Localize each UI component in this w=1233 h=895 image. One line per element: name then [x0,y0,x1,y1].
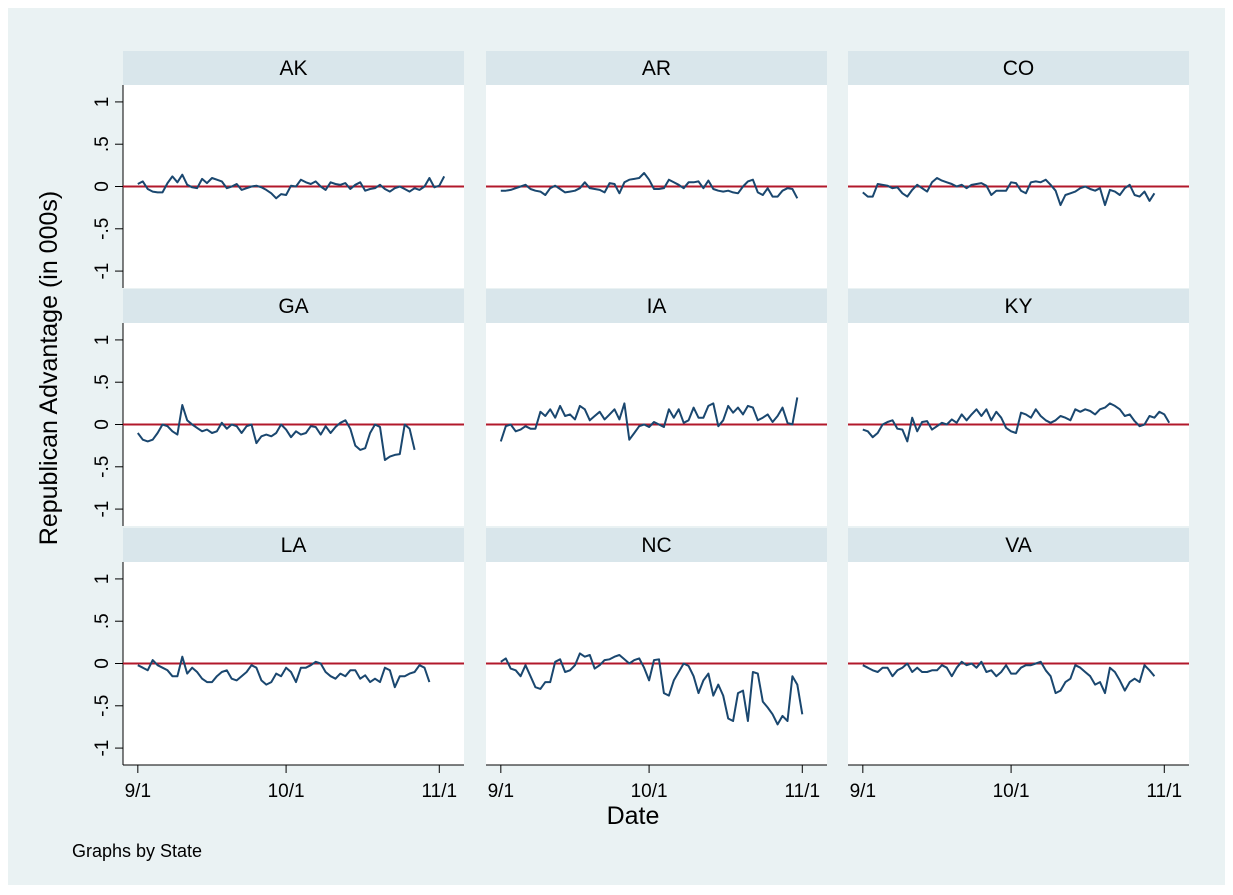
x-tick-label: 11/1 [785,781,821,802]
y-tick-label: 0 [92,419,113,430]
panel-title: VA [1005,534,1031,557]
y-tick-label: .5 [92,613,113,629]
series-line-va [862,660,1156,695]
panel-ar: AR [486,51,827,288]
series-line-la [137,655,431,689]
x-tick-label: 10/1 [631,781,668,802]
x-tick-label: 9/1 [850,781,876,802]
x-tick-label: 11/1 [422,781,458,802]
x-axis-title: Date [607,802,660,830]
y-tick-label: .5 [92,374,113,390]
panel-title: CO [1003,57,1035,80]
series-line-ar [500,172,799,199]
y-tick-label: 1 [92,97,113,108]
panel-strip [486,289,827,323]
panel-strip [123,51,464,85]
x-tick-label: 9/1 [488,781,514,802]
panel-title: IA [647,295,667,318]
panel-strip [848,289,1189,323]
y-tick-label: -.5 [92,218,113,240]
y-tick-label: .5 [92,136,113,152]
panel-ak: AK 1 .5 0 -.5 -1 [92,51,464,288]
panel-title: GA [278,295,308,318]
panel-strip [486,51,827,85]
panel-strip [123,289,464,323]
panel-co: CO [848,51,1189,288]
panel-ky: KY [848,289,1189,526]
panel-ia: IA [486,289,827,526]
facet-chart: AK 1 .5 0 -.5 -1 AR CO GA 1 .5 0 -.5 -1 IA KY LA 1 .5 0 -.5 -… [35,51,1189,861]
panel-strip [123,528,464,562]
panel-title: AR [642,57,671,80]
series-line-ak [137,173,446,200]
panel-strip [848,51,1189,85]
series-line-ga [136,404,416,461]
x-tick-label: 11/1 [1147,781,1183,802]
chart-figure: AK 1 .5 0 -.5 -1 AR CO GA 1 .5 0 -.5 -1 IA KY LA 1 .5 0 -.5 -… [8,8,1225,885]
y-tick-label: 0 [92,658,113,669]
panel-va: VA 9/1 10/1 11/1 [848,528,1189,802]
x-tick-label: 10/1 [993,781,1030,802]
chart-note: Graphs by State [72,841,202,861]
y-tick-label: -.5 [92,695,113,717]
panel-title: AK [279,57,307,80]
x-tick-label: 10/1 [268,781,305,802]
panel-title: NC [641,534,671,557]
panel-la: LA 1 .5 0 -.5 -1 9/1 10/1 11/1 [92,528,464,802]
panel-strip [486,528,827,562]
y-tick-label: 1 [92,574,113,585]
y-tick-label: 1 [92,335,113,346]
y-tick-label: 0 [92,181,113,192]
series-line-ia [499,397,799,442]
panel-strip [848,528,1189,562]
panel-ga: GA 1 .5 0 -.5 -1 [92,289,464,526]
y-tick-label: -.5 [92,456,113,478]
panel-nc: NC 9/1 10/1 11/1 [486,528,827,802]
y-tick-label: -1 [92,501,113,518]
panel-title: KY [1004,295,1032,318]
series-line-nc [500,652,804,726]
x-tick-label: 9/1 [125,781,151,802]
series-line-co [862,177,1156,207]
series-line-ky [862,402,1171,443]
y-axis-title: Republican Advantage (in 000s) [35,191,63,545]
y-tick-label: -1 [92,263,113,280]
y-tick-label: -1 [92,740,113,757]
panel-title: LA [281,534,307,557]
